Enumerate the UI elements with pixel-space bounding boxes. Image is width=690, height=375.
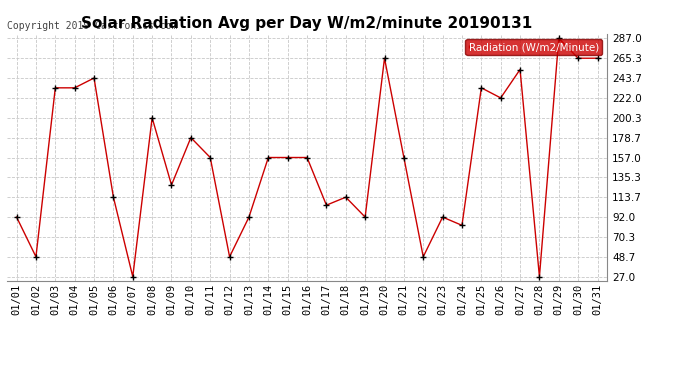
Legend: Radiation (W/m2/Minute): Radiation (W/m2/Minute) (466, 39, 602, 55)
Title: Solar Radiation Avg per Day W/m2/minute 20190131: Solar Radiation Avg per Day W/m2/minute … (81, 16, 533, 31)
Text: Copyright 2019 Cartronics.com: Copyright 2019 Cartronics.com (7, 21, 177, 31)
